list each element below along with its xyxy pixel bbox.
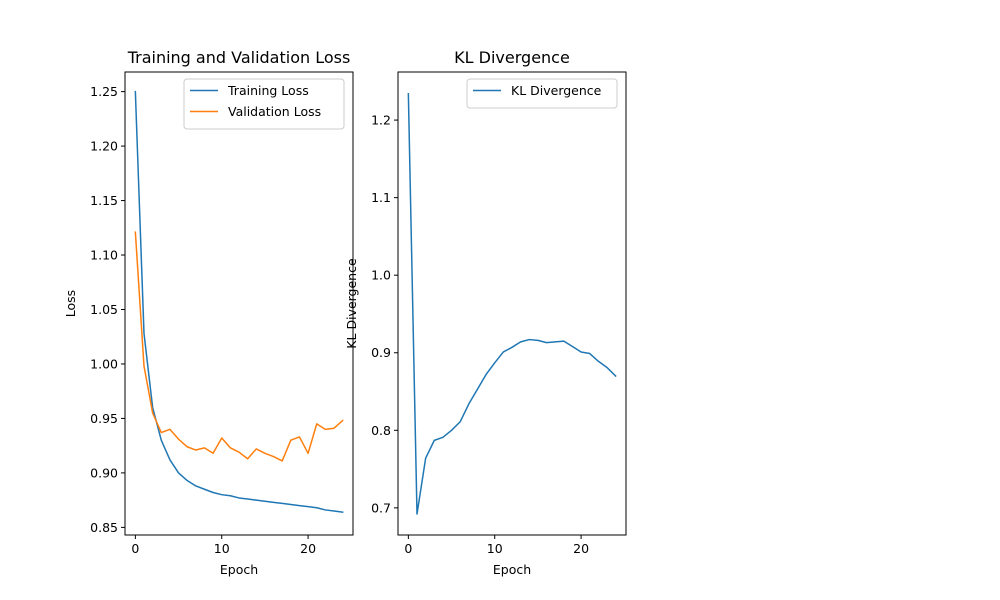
loss-y-tick-label: 0.90: [90, 465, 118, 480]
loss-x-tick-label: 0: [131, 541, 139, 556]
kl-divergence-chart: 0 10 20 0.7 0.8 0.9 1.0 1.1 1.2 KL Divergence Epoc…: [344, 48, 627, 577]
loss-x-tick-label: 20: [300, 541, 316, 556]
kl-legend-label-1: KL Divergence: [511, 83, 602, 98]
loss-y-tick-label: 1.25: [90, 84, 118, 99]
kl-legend: KL Divergence: [466, 78, 618, 109]
kl-axes-frame: [397, 71, 627, 536]
loss-x-tick-label: 10: [214, 541, 230, 556]
loss-series-line-2: [134, 231, 344, 462]
loss-series-line-1: [134, 90, 344, 513]
kl-x-tick-label: 10: [487, 541, 503, 556]
kl-chart-title: KL Divergence: [454, 48, 570, 67]
loss-y-tick-label: 1.10: [90, 248, 118, 263]
loss-x-axis-label: Epoch: [220, 562, 258, 577]
loss-y-tick-label: 1.00: [90, 356, 118, 371]
kl-y-tick-label: 1.0: [371, 268, 391, 283]
kl-y-tick-label: 0.8: [371, 423, 391, 438]
kl-y-tick-label: 0.9: [371, 345, 391, 360]
loss-legend-label-1: Training Loss: [227, 83, 309, 98]
loss-legend-label-2: Validation Loss: [228, 104, 321, 119]
loss-y-axis-label: Loss: [63, 290, 78, 317]
kl-x-tick-label: 0: [404, 541, 412, 556]
loss-chart: 0 10 20 0.85 0.90 0.95 1.00 1.05 1.10 1.15 1.20 1.2…: [63, 48, 354, 577]
kl-y-tick-label: 1.1: [371, 190, 391, 205]
loss-chart-title: Training and Validation Loss: [127, 48, 351, 67]
loss-y-tick-label: 1.20: [90, 139, 118, 154]
kl-y-tick-label: 0.7: [371, 500, 391, 515]
kl-x-tick-label: 20: [573, 541, 589, 556]
kl-x-axis-label: Epoch: [493, 562, 531, 577]
loss-y-tick-label: 1.05: [90, 302, 118, 317]
loss-y-tick-label: 0.95: [90, 411, 118, 426]
kl-y-axis-label: KL Divergence: [344, 258, 359, 349]
loss-legend: Training Loss Validation Loss: [183, 78, 345, 130]
loss-y-tick-label: 0.85: [90, 520, 118, 535]
loss-y-tick-label: 1.15: [90, 193, 118, 208]
kl-series-line-1: [407, 92, 617, 515]
loss-legend-box: [183, 78, 345, 130]
kl-legend-box: [466, 78, 618, 109]
kl-y-tick-label: 1.2: [371, 113, 391, 128]
loss-axes-frame: [124, 71, 354, 536]
